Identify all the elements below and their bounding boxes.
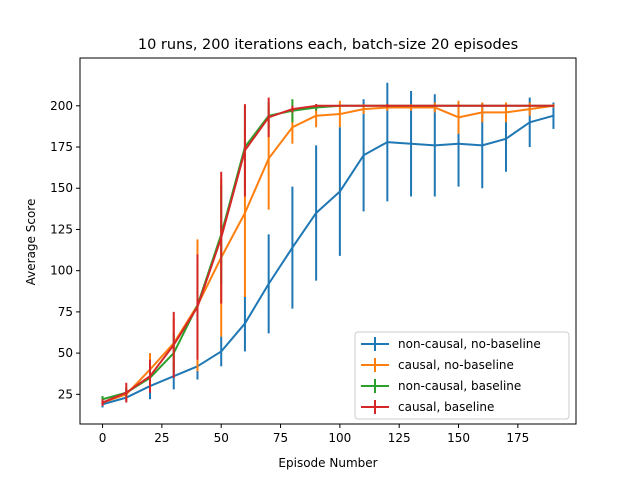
- x-tick-label: 175: [506, 431, 529, 445]
- series-4: [101, 97, 555, 406]
- legend-entry: causal, no-baseline: [361, 358, 514, 372]
- y-tick-label: 50: [58, 346, 73, 360]
- x-tick-label: 150: [447, 431, 470, 445]
- y-tick-label: 25: [58, 387, 73, 401]
- x-tick-label: 0: [99, 431, 107, 445]
- plot-marks: [101, 82, 555, 408]
- legend-label: non-causal, no-baseline: [398, 337, 541, 351]
- legend-entry: non-causal, baseline: [361, 379, 521, 393]
- y-axis-label: Average Score: [24, 199, 38, 286]
- legend-label: causal, baseline: [398, 400, 494, 414]
- x-tick-label: 25: [154, 431, 169, 445]
- plot-frame: [79, 57, 577, 425]
- legend-entry: non-causal, no-baseline: [361, 337, 541, 351]
- y-tick-label: 125: [50, 222, 73, 236]
- axes: 0 25 50 75 100 125 150 175 25 50 75 100 125 150 175 200: [50, 57, 577, 445]
- legend-label: non-causal, baseline: [398, 379, 521, 393]
- y-tick-label: 75: [58, 305, 73, 319]
- y-tick-label: 200: [50, 99, 73, 113]
- x-axis-label: Episode Number: [278, 456, 377, 470]
- x-tick-label: 50: [214, 431, 229, 445]
- legend-entry: causal, baseline: [361, 400, 494, 414]
- x-tick-label: 75: [273, 431, 288, 445]
- legend: non-causal, no-baseline causal, no-baseli…: [354, 331, 570, 420]
- y-tick-label: 100: [50, 264, 73, 278]
- series-line: [101, 114, 555, 406]
- series-line: [101, 104, 555, 404]
- legend-box: [354, 331, 570, 420]
- y-tick-label: 175: [50, 140, 73, 154]
- chart-title: 10 runs, 200 iterations each, batch-size…: [138, 37, 518, 53]
- x-tick-label: 125: [388, 431, 411, 445]
- legend-label: causal, no-baseline: [398, 358, 514, 372]
- x-tick-label: 100: [328, 431, 351, 445]
- y-tick-label: 150: [50, 181, 73, 195]
